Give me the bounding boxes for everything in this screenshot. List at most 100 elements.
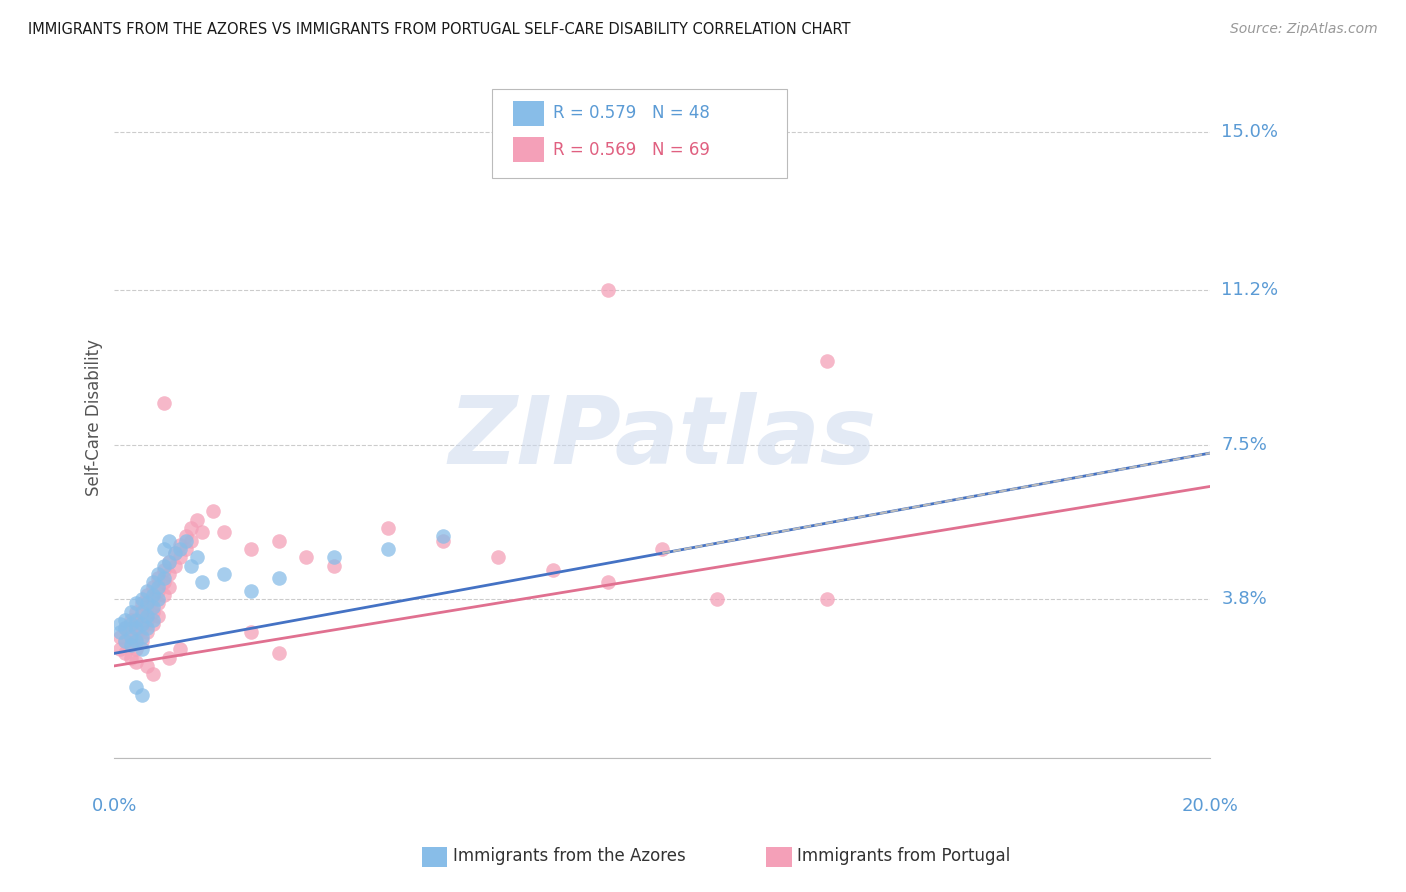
Point (152, 571, 174, 585)
Text: R = 0.579   N = 48: R = 0.579 N = 48 (553, 104, 710, 122)
Point (114, 633, 136, 648)
Point (136, 600, 159, 615)
Y-axis label: Self-Care Disability: Self-Care Disability (86, 339, 103, 496)
Point (169, 550, 191, 565)
Point (148, 608, 170, 623)
Point (174, 529, 197, 543)
Point (131, 630, 153, 644)
Point (180, 558, 202, 573)
Point (131, 596, 153, 610)
Point (125, 642, 148, 657)
Point (157, 533, 180, 548)
Point (125, 621, 148, 635)
Point (136, 583, 159, 598)
Point (120, 613, 142, 627)
Point (815, 354, 838, 368)
Point (180, 533, 202, 548)
Point (142, 600, 165, 615)
Point (136, 658, 159, 673)
Point (142, 575, 165, 590)
Text: Source: ZipAtlas.com: Source: ZipAtlas.com (1230, 22, 1378, 37)
Point (267, 571, 290, 585)
Text: R = 0.569   N = 69: R = 0.569 N = 69 (553, 141, 710, 159)
Point (120, 617, 142, 632)
Point (169, 538, 191, 552)
Point (148, 571, 170, 585)
Point (136, 621, 159, 635)
Point (108, 617, 131, 632)
Point (142, 613, 165, 627)
Point (432, 529, 454, 543)
Point (120, 650, 142, 665)
Text: 20.0%: 20.0% (1182, 797, 1239, 814)
Point (125, 605, 148, 619)
Point (108, 625, 131, 640)
Point (174, 541, 197, 556)
Point (131, 617, 153, 632)
Point (136, 608, 159, 623)
Point (157, 580, 180, 594)
Point (120, 638, 142, 652)
Point (432, 533, 454, 548)
Point (125, 655, 148, 669)
Point (120, 630, 142, 644)
Point (651, 541, 673, 556)
Point (295, 550, 318, 565)
Point (148, 592, 170, 607)
Point (815, 592, 838, 607)
Point (114, 621, 136, 635)
Text: ZIPatlas: ZIPatlas (449, 392, 876, 484)
Point (125, 680, 148, 694)
Point (191, 525, 214, 540)
Point (131, 688, 153, 702)
Point (486, 550, 509, 565)
Point (541, 563, 564, 577)
Point (142, 617, 165, 632)
Point (125, 613, 148, 627)
Point (131, 633, 153, 648)
Point (136, 588, 159, 602)
Point (212, 525, 235, 540)
Text: 0.0%: 0.0% (91, 797, 138, 814)
Point (131, 642, 153, 657)
Point (136, 613, 159, 627)
Point (136, 596, 159, 610)
Point (142, 588, 165, 602)
Point (120, 625, 142, 640)
Point (596, 575, 619, 590)
Point (157, 567, 180, 582)
Point (152, 588, 174, 602)
Text: 11.2%: 11.2% (1222, 281, 1278, 300)
Point (377, 541, 399, 556)
Point (114, 633, 136, 648)
Point (169, 642, 191, 657)
Point (148, 567, 170, 582)
Point (212, 567, 235, 582)
Point (157, 555, 180, 569)
Point (322, 550, 344, 565)
Point (148, 580, 170, 594)
Point (163, 558, 186, 573)
Point (152, 563, 174, 577)
Point (706, 592, 728, 607)
Point (148, 596, 170, 610)
Point (157, 555, 180, 569)
Point (114, 613, 136, 627)
Point (148, 583, 170, 598)
Text: IMMIGRANTS FROM THE AZORES VS IMMIGRANTS FROM PORTUGAL SELF-CARE DISABILITY CORR: IMMIGRANTS FROM THE AZORES VS IMMIGRANTS… (28, 22, 851, 37)
Point (240, 625, 263, 640)
Point (152, 541, 174, 556)
Text: 7.5%: 7.5% (1222, 435, 1267, 454)
Point (120, 638, 142, 652)
Point (131, 605, 153, 619)
Point (125, 617, 148, 632)
Point (240, 583, 263, 598)
Point (163, 546, 186, 560)
Point (186, 513, 208, 527)
Point (142, 580, 165, 594)
Point (142, 592, 165, 607)
Point (125, 596, 148, 610)
Point (114, 646, 136, 660)
Point (125, 633, 148, 648)
Point (152, 396, 174, 410)
